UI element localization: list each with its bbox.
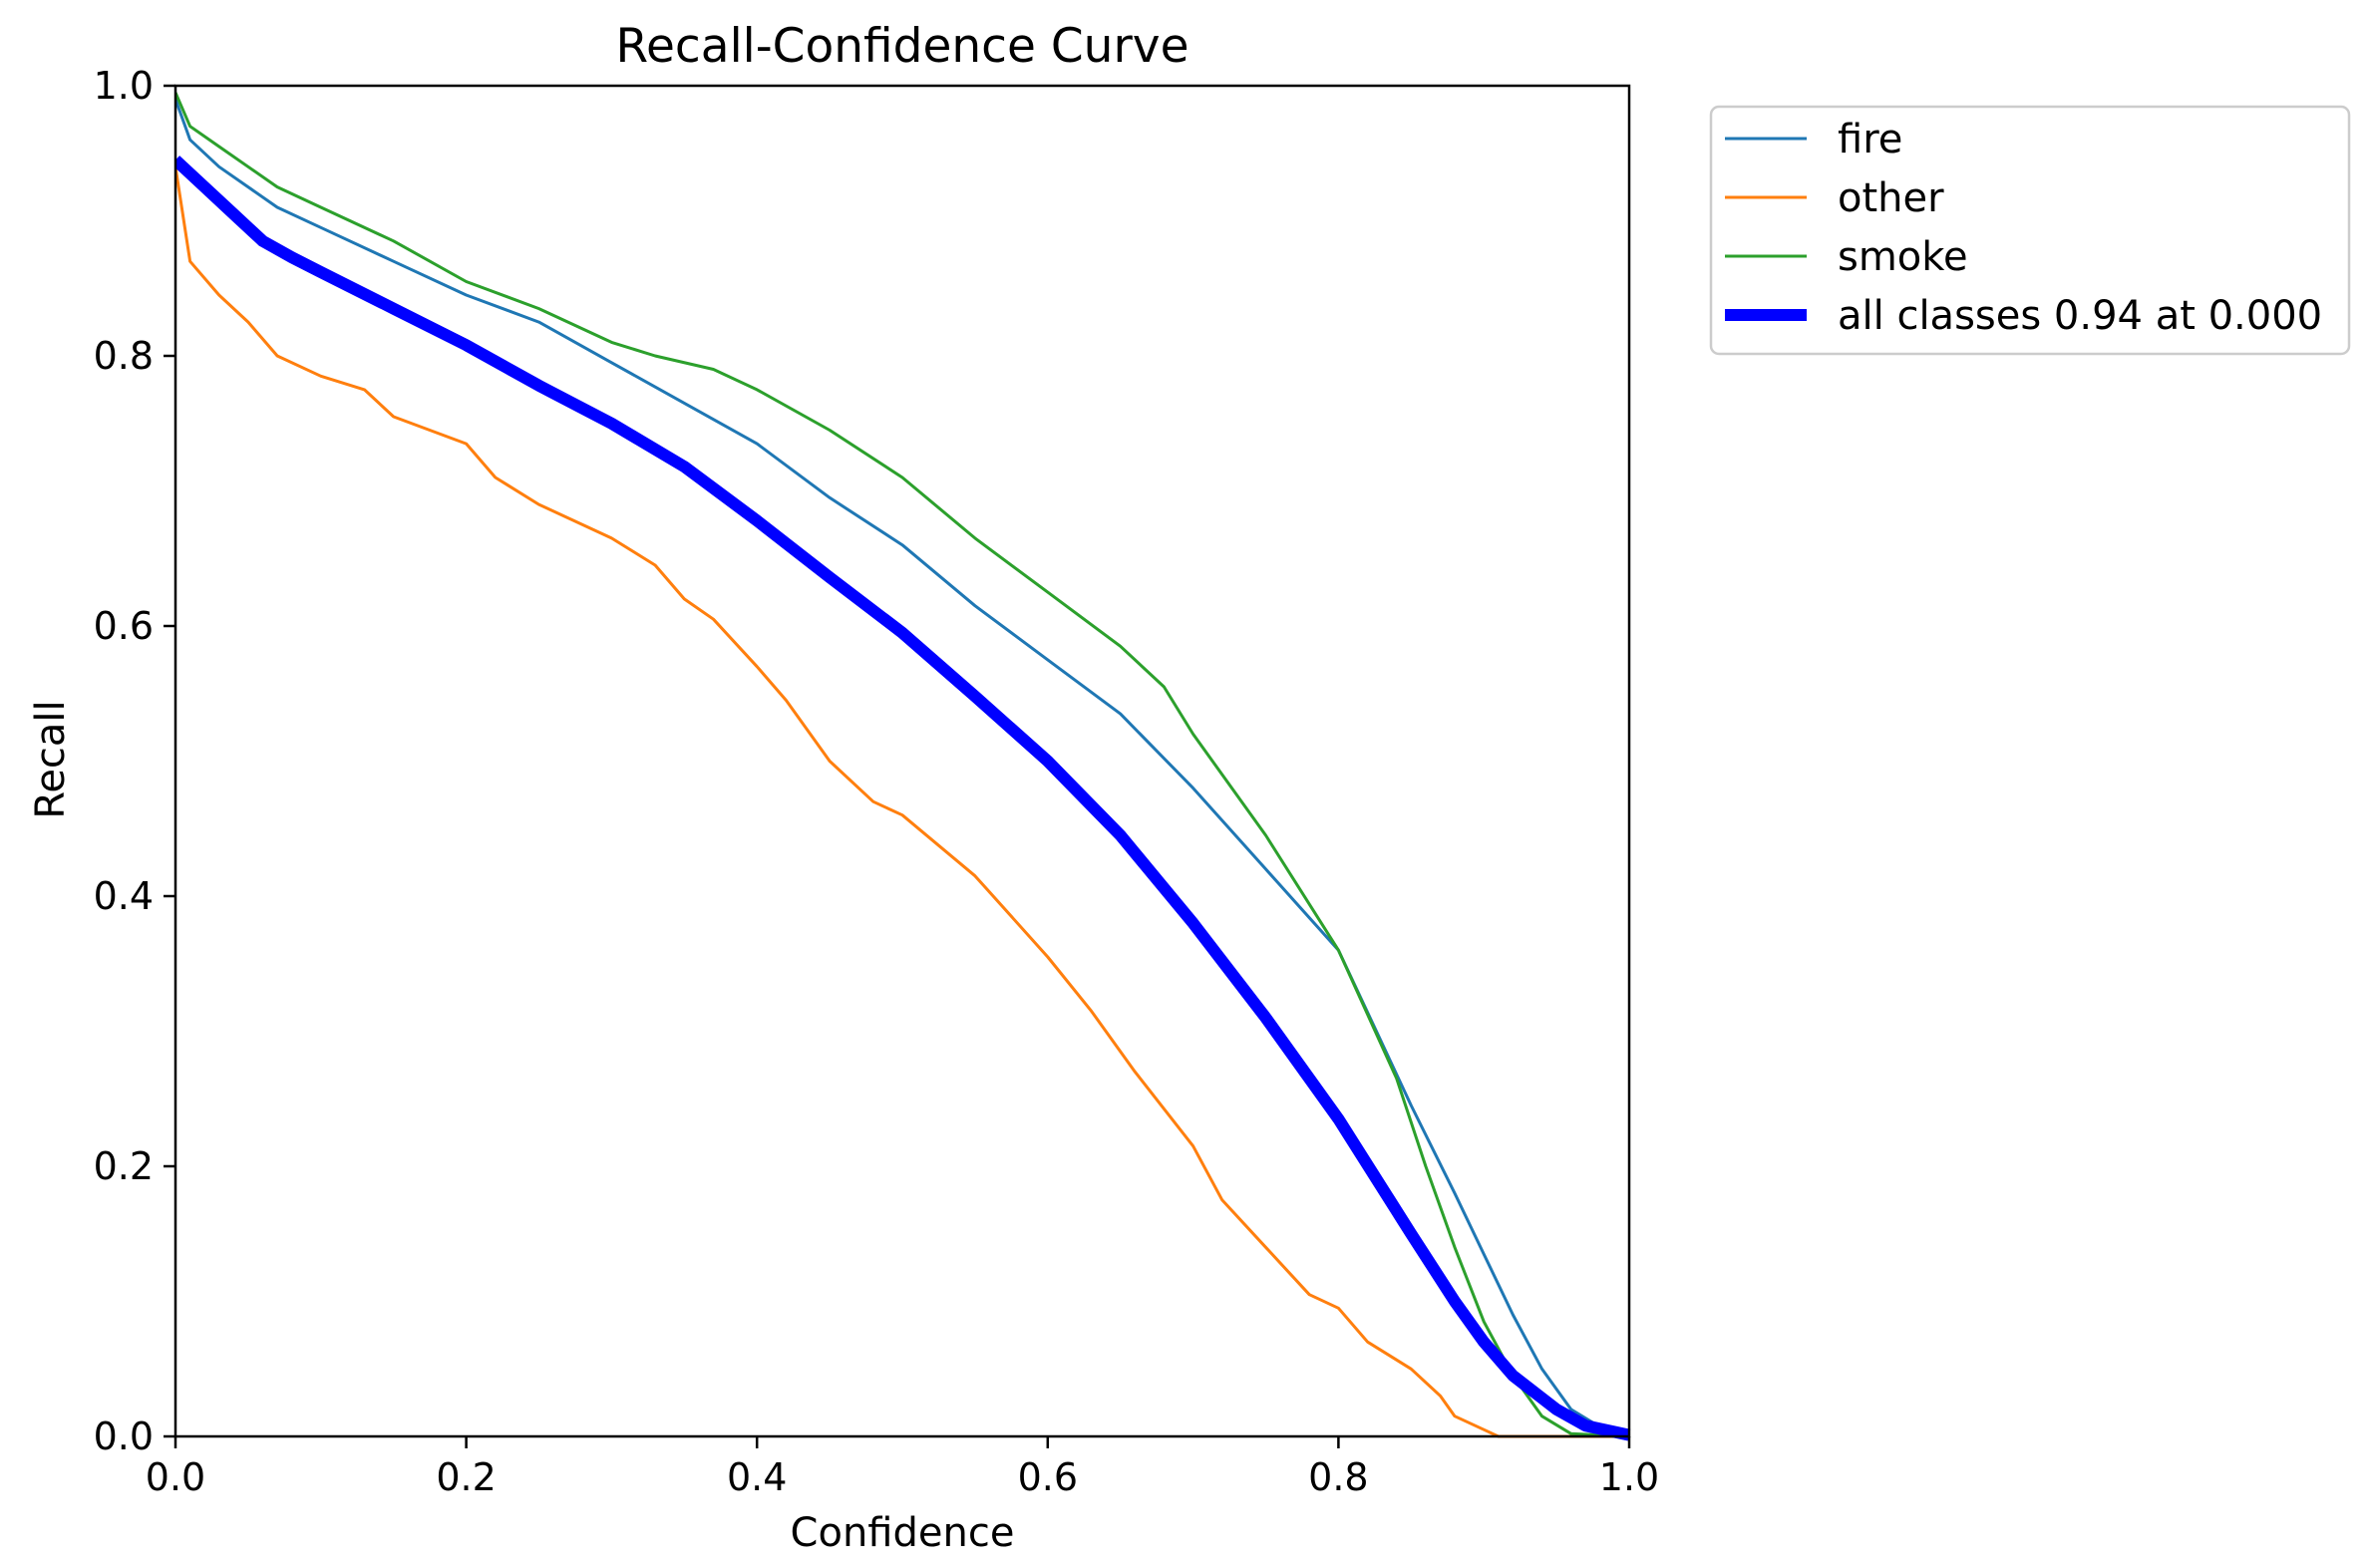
y-tick-label: 0.8 bbox=[94, 334, 154, 378]
legend-label-all-classes-0-94-at-0-000: all classes 0.94 at 0.000 bbox=[1838, 293, 2322, 339]
series-line-all-classes-0-94-at-0-000 bbox=[175, 156, 1631, 1441]
y-axis-label: Recall bbox=[28, 700, 74, 818]
plot-frame bbox=[173, 84, 1631, 1438]
y-tick-label: 0.4 bbox=[94, 874, 154, 918]
legend-box bbox=[1709, 105, 2351, 356]
x-tick-label: 0.0 bbox=[146, 1455, 205, 1499]
series-line-other bbox=[175, 166, 1629, 1438]
x-axis-label: Confidence bbox=[791, 1510, 1015, 1556]
x-tick-label: 1.0 bbox=[1599, 1455, 1659, 1499]
y-tick-label: 0.0 bbox=[94, 1414, 154, 1458]
legend: fire other smoke all classes 0.94 at 0.000 bbox=[1709, 105, 2351, 356]
y-tick-label: 1.0 bbox=[94, 64, 154, 108]
legend-label-fire: fire bbox=[1838, 117, 1902, 162]
legend-label-smoke: smoke bbox=[1838, 234, 1968, 280]
x-tick-label: 0.2 bbox=[436, 1455, 496, 1499]
x-tick-label: 0.6 bbox=[1018, 1455, 1078, 1499]
axes-layer: 0.0 0.2 0.4 0.6 0.8 1.0 0.0 0.2 0.4 0.6 0.8 1.0 bbox=[94, 64, 1660, 1499]
y-tick-label: 0.2 bbox=[94, 1144, 154, 1188]
legend-label-other: other bbox=[1838, 175, 1944, 221]
series-line-fire bbox=[175, 98, 1630, 1435]
x-tick-label: 0.8 bbox=[1308, 1455, 1368, 1499]
chart-title: Recall-Confidence Curve bbox=[615, 19, 1188, 74]
y-tick-label: 0.6 bbox=[94, 604, 154, 648]
series-line-smoke bbox=[175, 92, 1630, 1438]
series-layer bbox=[175, 92, 1631, 1441]
x-tick-label: 0.4 bbox=[727, 1455, 787, 1499]
